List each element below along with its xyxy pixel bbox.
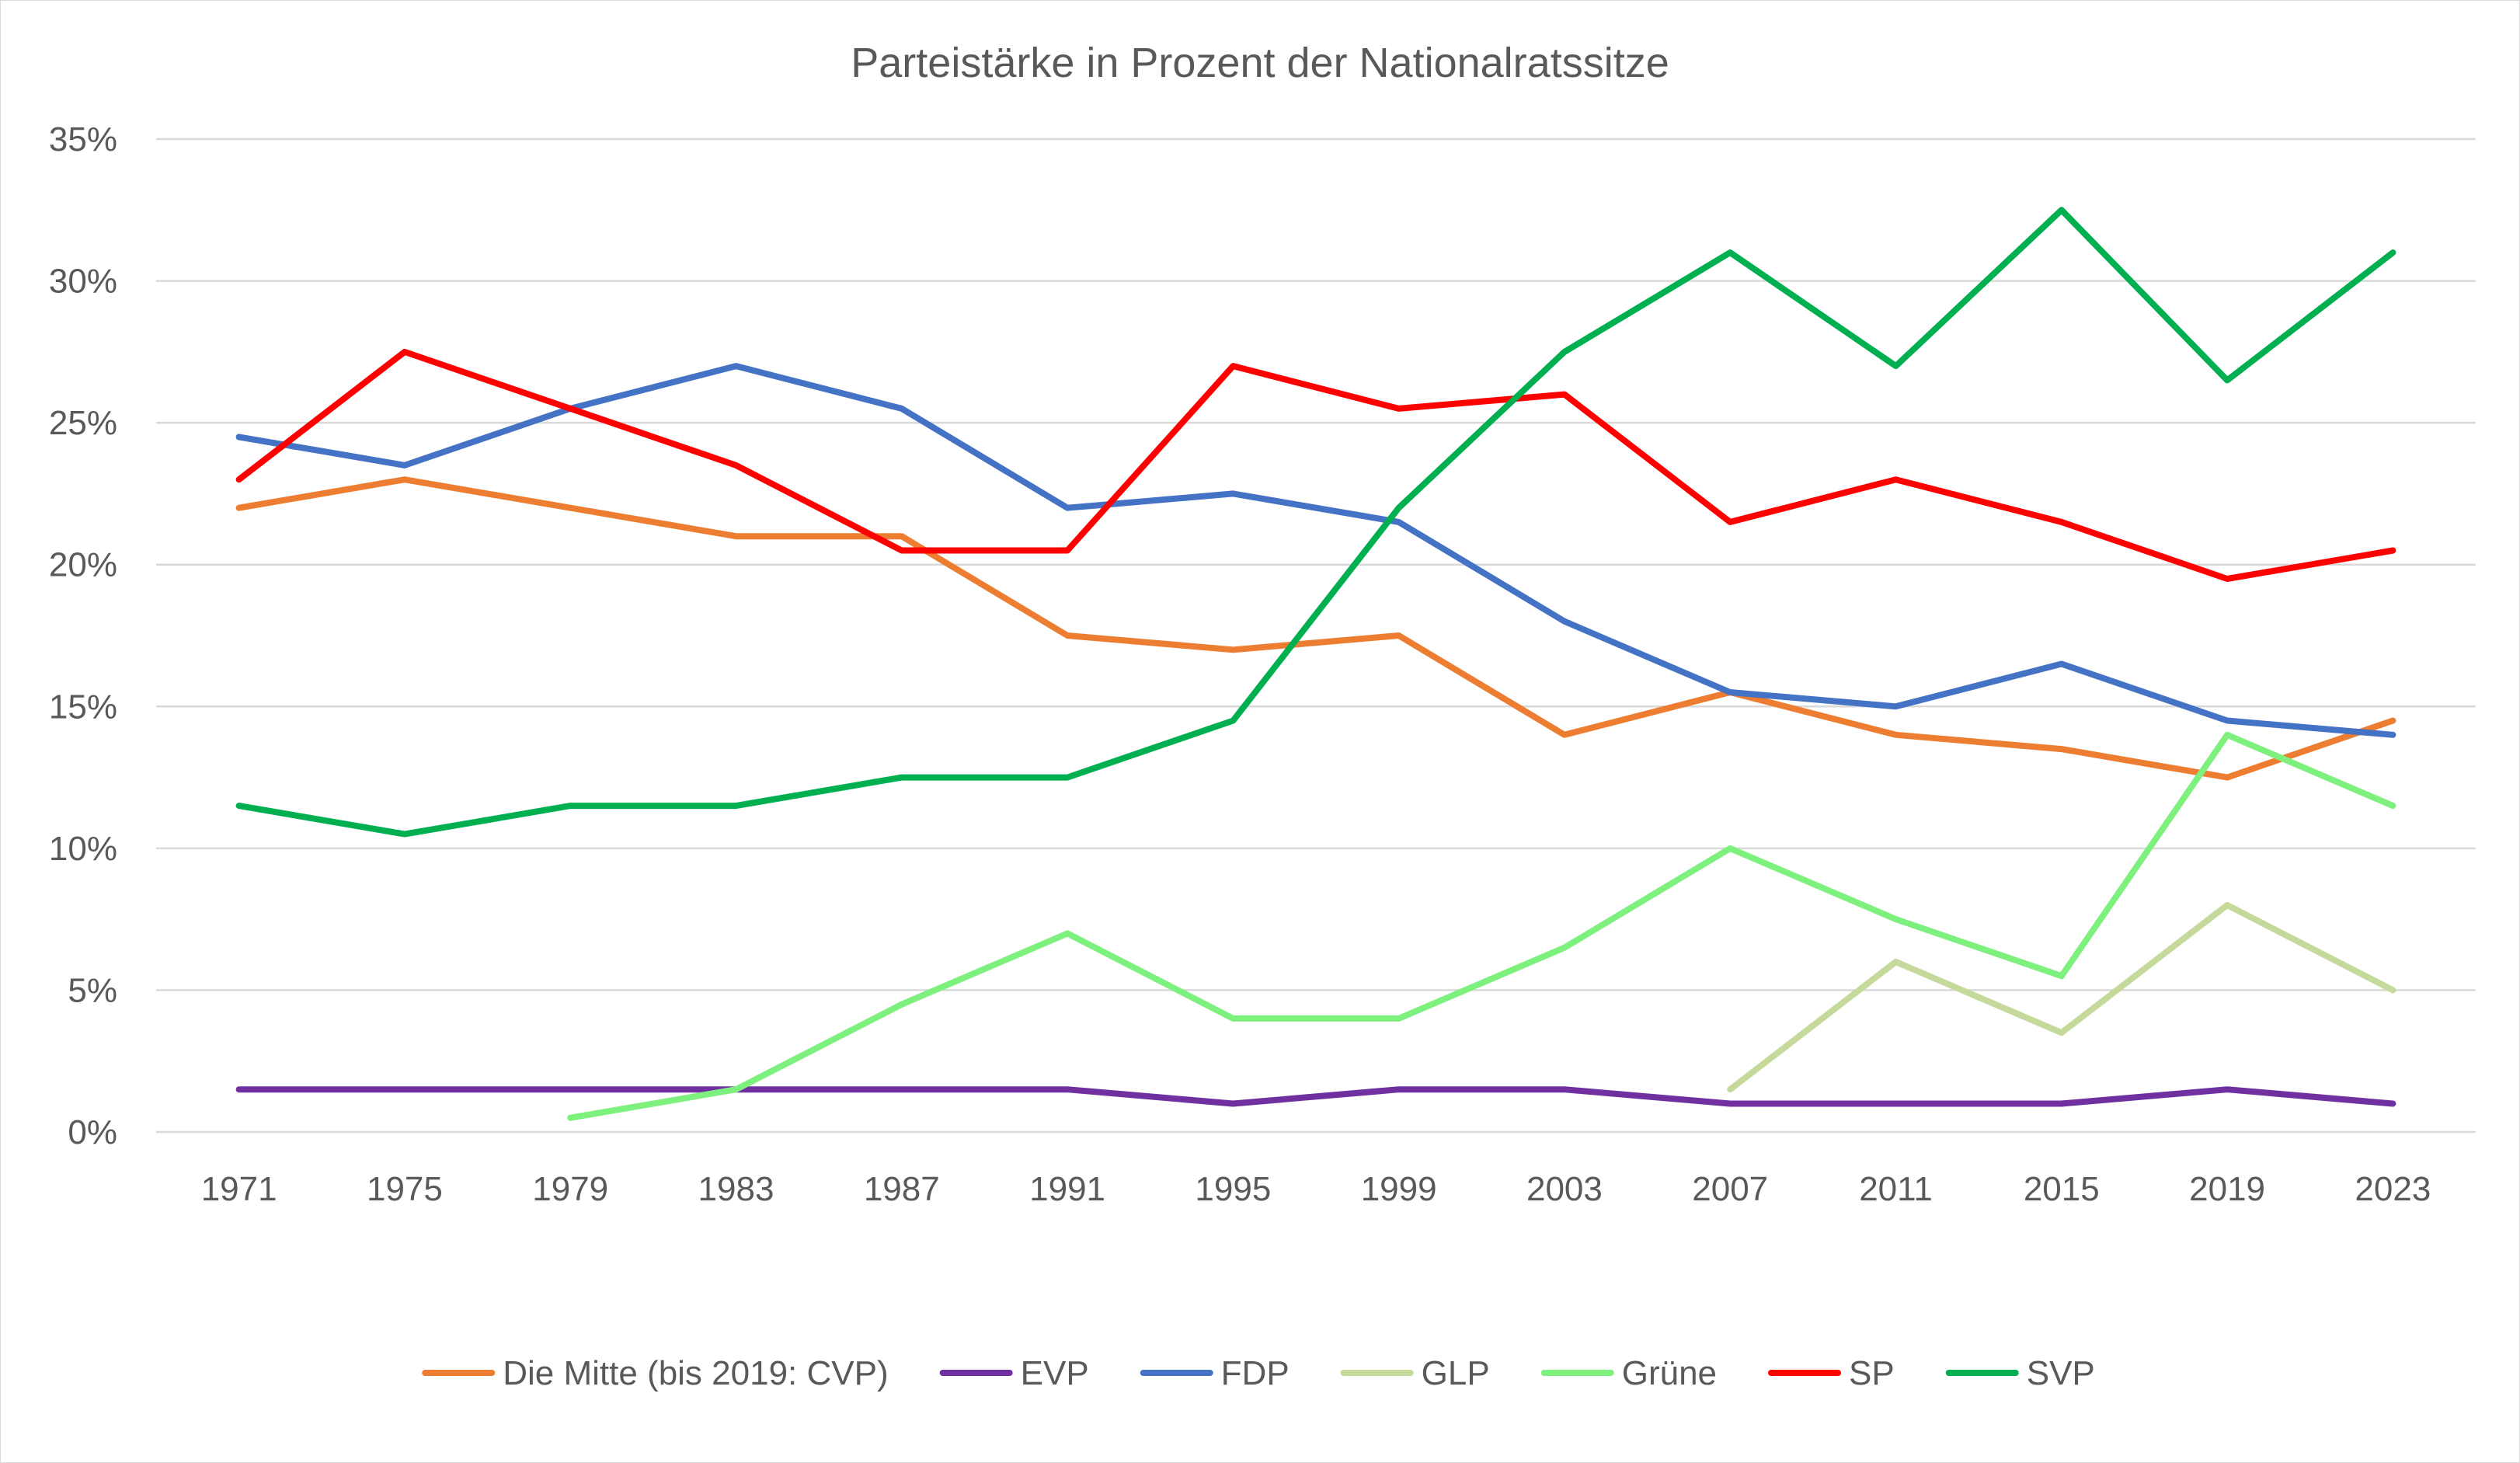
y-tick-label: 5%	[68, 971, 117, 1009]
x-tick-label: 1979	[532, 1170, 608, 1208]
legend-item-sp: SP	[1768, 1354, 1895, 1392]
legend-label: SVP	[2027, 1354, 2095, 1392]
x-tick-label: 2011	[1859, 1170, 1933, 1208]
y-tick-label: 35%	[49, 120, 117, 158]
y-tick-label: 0%	[68, 1113, 117, 1151]
legend-label: GLP	[1422, 1354, 1490, 1392]
legend-item-fdp: FDP	[1140, 1354, 1290, 1392]
series-line-evp	[235, 1086, 2396, 1107]
x-tick-label: 1975	[367, 1170, 443, 1208]
x-tick-label: 2003	[1526, 1170, 1603, 1208]
series-line-die-mitte-bis-2019-cvp	[235, 476, 2396, 781]
y-tick-label: 20%	[49, 546, 117, 584]
y-tick-label: 25%	[49, 404, 117, 442]
x-tick-label: 1987	[864, 1170, 940, 1208]
y-tick-label: 15%	[49, 688, 117, 726]
x-tick-label: 1995	[1195, 1170, 1271, 1208]
series-line-sp	[235, 348, 2396, 582]
y-tick-label: 10%	[49, 830, 117, 868]
series-line-grüne	[567, 731, 2396, 1121]
legend-item-grüne: Grüne	[1540, 1354, 1717, 1392]
x-tick-label: 1983	[698, 1170, 774, 1208]
series-line-fdp	[235, 363, 2396, 738]
legend-item-glp: GLP	[1340, 1354, 1490, 1392]
gridlines	[156, 138, 2476, 1134]
series-lines	[235, 207, 2396, 1121]
y-axis-labels: 0% 5% 10% 15% 20% 25% 30% 35%	[49, 120, 117, 1151]
x-tick-label: 1999	[1361, 1170, 1437, 1208]
x-tick-label: 2015	[2024, 1170, 2100, 1208]
x-tick-label: 2007	[1692, 1170, 1768, 1208]
series-line-svp	[235, 207, 2396, 838]
x-axis-labels: 1971 1975 1979 1983 1987 1991 1995 1999 2003 2007…	[201, 1170, 2431, 1208]
legend-item-evp: EVP	[939, 1354, 1089, 1392]
x-tick-label: 2019	[2189, 1170, 2265, 1208]
legend-label: FDP	[1221, 1354, 1290, 1392]
chart-title: Parteistärke in Prozent der Nationalrats…	[851, 40, 1669, 86]
legend-item-svp: SVP	[1945, 1354, 2095, 1392]
series-line-glp	[1727, 901, 2396, 1093]
x-tick-label: 1971	[201, 1170, 277, 1208]
legend-label: Die Mitte (bis 2019: CVP)	[503, 1354, 888, 1392]
y-tick-label: 30%	[49, 263, 117, 301]
x-tick-label: 2023	[2355, 1170, 2431, 1208]
legend-label: Grüne	[1622, 1354, 1717, 1392]
x-tick-label: 1991	[1029, 1170, 1105, 1208]
legend-label: EVP	[1021, 1354, 1089, 1392]
legend-item-die-mitte-bis-2019-cvp: Die Mitte (bis 2019: CVP)	[422, 1354, 889, 1392]
legend-label: SP	[1849, 1354, 1895, 1392]
legend: Die Mitte (bis 2019: CVP) EVP FDP GLP Grüne S…	[422, 1354, 2095, 1392]
